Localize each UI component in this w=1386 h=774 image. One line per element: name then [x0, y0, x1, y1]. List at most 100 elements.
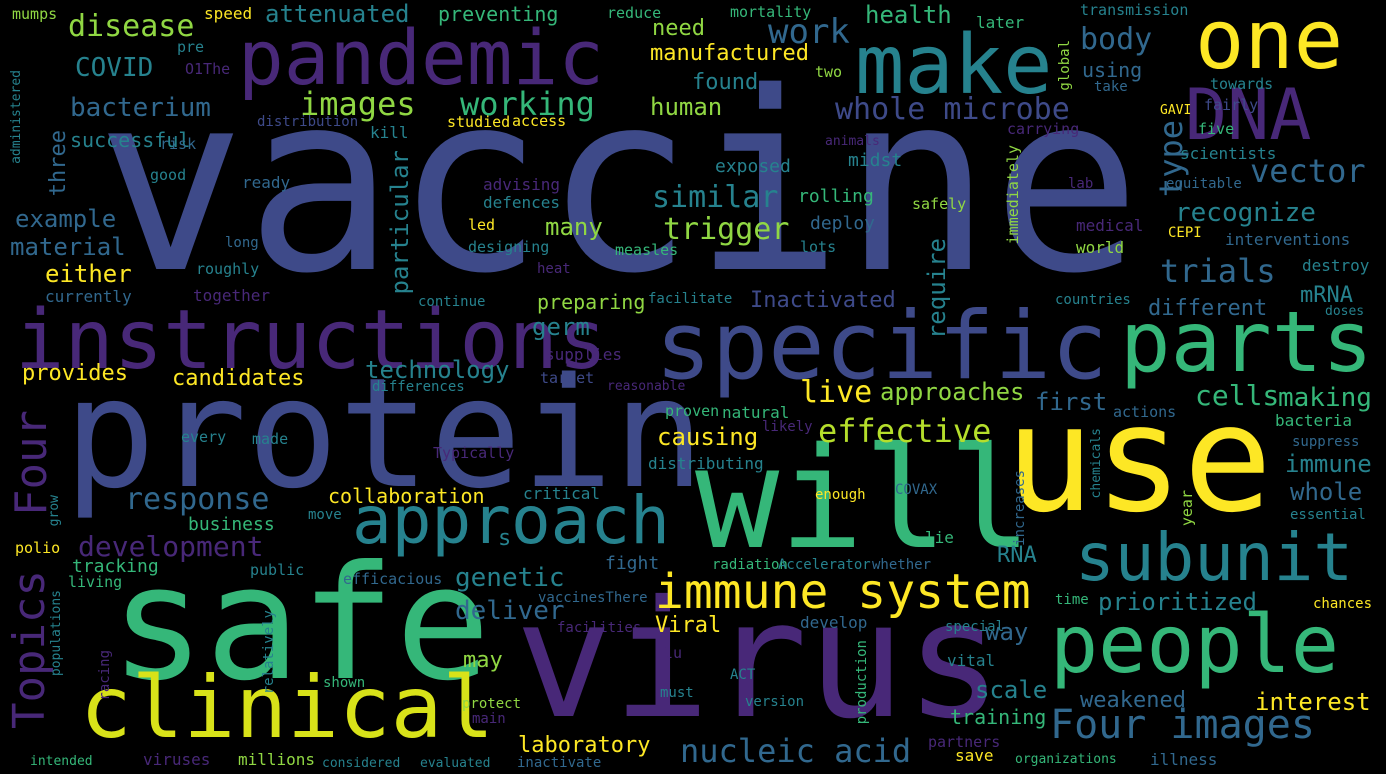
- word-recognize: recognize: [1175, 198, 1316, 228]
- word-designing: designing: [468, 238, 550, 256]
- word-actions: actions: [1113, 403, 1177, 421]
- word-trigger: trigger: [663, 212, 790, 247]
- word-midst: midst: [848, 150, 903, 171]
- word-deploy: deploy: [810, 213, 876, 234]
- word-immediately: immediately: [1004, 145, 1022, 245]
- word-distribution: distribution: [257, 114, 359, 130]
- word-suppress: suppress: [1292, 434, 1360, 450]
- word-need: need: [652, 16, 705, 41]
- word-typically: Typically: [433, 444, 515, 462]
- word-approaches: approaches: [880, 378, 1025, 406]
- word-images: images: [300, 85, 416, 123]
- word-natural: natural: [722, 403, 790, 422]
- word-business: business: [188, 514, 275, 535]
- word-ready: ready: [242, 173, 291, 192]
- word-proven: proven: [665, 402, 720, 420]
- word-scale: scale: [975, 676, 1048, 704]
- word-exposed: exposed: [715, 156, 791, 177]
- word-parts: parts: [1120, 293, 1373, 391]
- word-fairly: fairly: [1204, 96, 1259, 114]
- word-take: take: [1094, 79, 1128, 95]
- word-found: found: [692, 70, 759, 95]
- word-equitable: equitable: [1166, 176, 1242, 192]
- word-candidates: candidates: [172, 366, 305, 391]
- word-safe: safe: [110, 532, 491, 716]
- word-public: public: [250, 561, 305, 579]
- word-human: human: [650, 93, 723, 121]
- word-medical: medical: [1076, 216, 1144, 235]
- word-heat: heat: [537, 261, 571, 277]
- word-whether: whether: [872, 557, 932, 573]
- word-immune-system: immune system: [655, 564, 1031, 620]
- word-currently: currently: [45, 287, 132, 306]
- word-particular: particular: [386, 150, 414, 295]
- word-must: must: [660, 685, 694, 701]
- word-dna: DNA: [1185, 74, 1312, 156]
- word-collaboration: collaboration: [328, 484, 485, 508]
- word-viruses: viruses: [143, 750, 211, 769]
- word-mumps: mumps: [12, 5, 58, 23]
- word-safely: safely: [912, 195, 967, 213]
- word-risk: risk: [160, 135, 197, 153]
- word-rna: RNA: [997, 543, 1037, 568]
- word-advising: advising: [483, 175, 561, 194]
- word-populations: populations: [49, 590, 64, 677]
- word-access: access: [512, 112, 567, 130]
- word-transmission: transmission: [1080, 1, 1189, 19]
- word-gavi: GAVI: [1160, 103, 1192, 118]
- word-many: many: [545, 213, 603, 241]
- word-training: training: [950, 705, 1047, 729]
- word-distributing: distributing: [648, 454, 764, 473]
- word-interest: interest: [1255, 688, 1371, 716]
- word-attenuated: attenuated: [265, 0, 410, 28]
- word-will: will: [695, 418, 1033, 581]
- word-material: material: [10, 233, 126, 261]
- word-millions: millions: [238, 750, 316, 769]
- word-facilitate: facilitate: [648, 291, 733, 307]
- word-time: time: [1055, 592, 1089, 608]
- word-considered: considered: [322, 756, 401, 771]
- word-world: world: [1076, 238, 1125, 257]
- word-different: different: [1148, 296, 1268, 321]
- word-scientists: scientists: [1180, 144, 1277, 163]
- word-organizations: organizations: [1015, 752, 1117, 767]
- word-health: health: [865, 1, 952, 29]
- word-cepi: CEPI: [1168, 225, 1202, 241]
- word-rolling: rolling: [798, 186, 874, 207]
- word-global: global: [1057, 40, 1073, 91]
- word-manufactured: manufactured: [650, 41, 809, 66]
- word-bacteria: bacteria: [1275, 411, 1353, 430]
- word-four-images: Four images: [1050, 702, 1315, 748]
- word-virus: virus: [515, 567, 1003, 755]
- word-vector: vector: [1250, 152, 1366, 190]
- word-essential: essential: [1290, 507, 1366, 523]
- word-together: together: [193, 286, 271, 305]
- word-move: move: [308, 507, 342, 523]
- word-relatively: relatively: [261, 610, 277, 695]
- word-nucleic-acid: nucleic acid: [680, 732, 912, 770]
- word-pandemic: pandemic: [238, 13, 605, 102]
- word-supplies: supplies: [545, 345, 623, 364]
- word-inactivate: inactivate: [517, 755, 602, 771]
- word-illness: illness: [1150, 750, 1218, 769]
- word-approach: approach: [352, 482, 670, 559]
- word-vaccine: vaccine: [96, 40, 1142, 328]
- word-facilities: facilities: [557, 620, 642, 636]
- word-likely: likely: [762, 419, 813, 435]
- word-genetic: genetic: [455, 563, 565, 593]
- word-reduce: reduce: [607, 4, 662, 22]
- word-every: every: [181, 428, 227, 446]
- word-good: good: [150, 166, 187, 184]
- word-differences: differences: [372, 379, 465, 395]
- word-roughly: roughly: [196, 260, 260, 278]
- word-cells: cells: [1195, 379, 1280, 412]
- word-instructions: instructions: [15, 293, 608, 388]
- word-interventions: interventions: [1225, 230, 1351, 249]
- word-one: one: [1195, 0, 1344, 88]
- word-administered: administered: [9, 70, 24, 164]
- word-response: response: [125, 482, 270, 517]
- word-racing: racing: [97, 650, 113, 701]
- word-topics: Topics: [4, 570, 55, 729]
- word-defences: defences: [483, 193, 561, 212]
- word-critical: critical: [523, 484, 601, 503]
